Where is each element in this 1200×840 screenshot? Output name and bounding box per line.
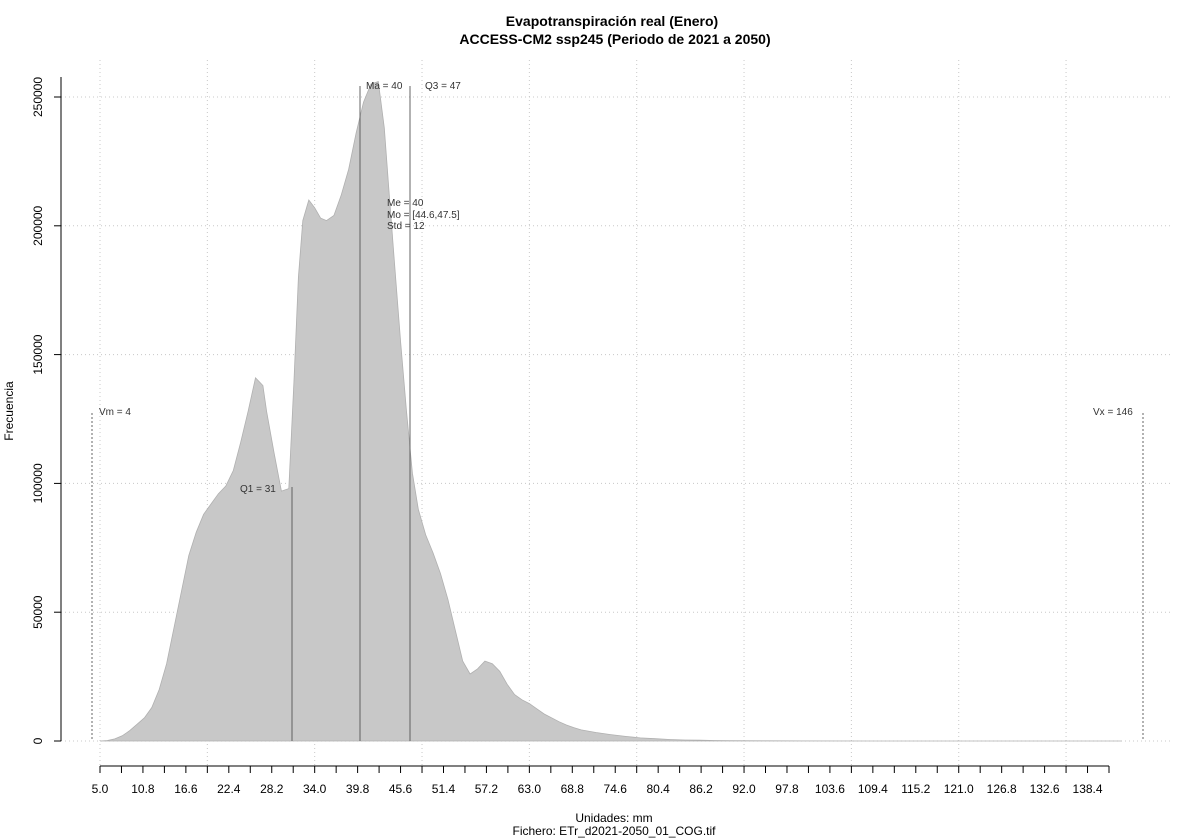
x-tick-label-14: 86.2 [689, 782, 713, 796]
x-axis-label: Unidades: mm [575, 811, 652, 825]
x-tick-label-8: 51.4 [432, 782, 456, 796]
x-tick-label-10: 63.0 [518, 782, 542, 796]
x-axis: 5.0 10.8 16.6 22.4 28.2 34.0 39.8 45.6 51.4 57.2 6… [92, 765, 1110, 796]
q1-label: Q1 = 31 [240, 484, 276, 495]
y-tick-label-3: 150000 [31, 334, 45, 374]
x-tick-label-15: 92.0 [732, 782, 756, 796]
y-tick-label-2: 100000 [31, 463, 45, 503]
chart-subtitle: ACCESS-CM2 ssp245 (Periodo de 2021 a 205… [459, 31, 770, 47]
y-axis: 0 50000 100000 150000 200000 250000 [31, 77, 62, 744]
y-tick-label-5: 250000 [31, 77, 45, 117]
x-tick-label-19: 115.2 [901, 782, 930, 796]
x-tick-label-2: 16.6 [174, 782, 198, 796]
q3-label: Q3 = 47 [425, 81, 461, 92]
x-tick-label-9: 57.2 [475, 782, 499, 796]
mo-label: Mo = [44.6,47.5] [387, 210, 460, 221]
y-axis-label: Frecuencia [2, 381, 16, 441]
x-tick-label-1: 10.8 [131, 782, 155, 796]
x-tick-group: 5.0 10.8 16.6 22.4 28.2 34.0 39.8 45.6 51.4 57.2 6… [92, 766, 1110, 796]
x-tick-label-21: 126.8 [987, 782, 1017, 796]
x-tick-label-13: 80.4 [646, 782, 670, 796]
y-tick-label-1: 50000 [31, 595, 45, 629]
x-tick-label-22: 132.6 [1030, 782, 1060, 796]
me-label: Me = 40 [387, 198, 424, 209]
statistic-markers [91, 86, 1144, 741]
x-tick-label-23: 138.4 [1073, 782, 1103, 796]
x-tick-label-16: 97.8 [775, 782, 799, 796]
y-tick-label-0: 0 [31, 737, 45, 744]
vm-label: Vm = 4 [99, 407, 131, 418]
vx-label: Vx = 146 [1093, 407, 1133, 418]
x-tick-label-7: 45.6 [389, 782, 413, 796]
x-tick-label-0: 5.0 [92, 782, 109, 796]
x-tick-label-6: 39.8 [346, 782, 370, 796]
x-tick-label-17: 103.6 [815, 782, 845, 796]
x-tick-label-20: 121.0 [944, 782, 974, 796]
x-tick-label-5: 34.0 [303, 782, 327, 796]
x-tick-label-11: 68.8 [561, 782, 585, 796]
x-tick-label-4: 28.2 [260, 782, 284, 796]
x-tick-label-18: 109.4 [858, 782, 888, 796]
std-label: Std = 12 [387, 221, 425, 232]
ma-label: Ma = 40 [366, 81, 403, 92]
y-tick-label-4: 200000 [31, 205, 45, 245]
x-tick-label-3: 22.4 [217, 782, 241, 796]
x-tick-label-12: 74.6 [604, 782, 628, 796]
y-tick-group: 0 50000 100000 150000 200000 250000 [31, 77, 61, 744]
chart-title: Evapotranspiración real (Enero) [506, 13, 718, 29]
density-area [99, 80, 1122, 742]
file-footer: Fichero: ETr_d2021-2050_01_COG.tif [513, 824, 717, 838]
